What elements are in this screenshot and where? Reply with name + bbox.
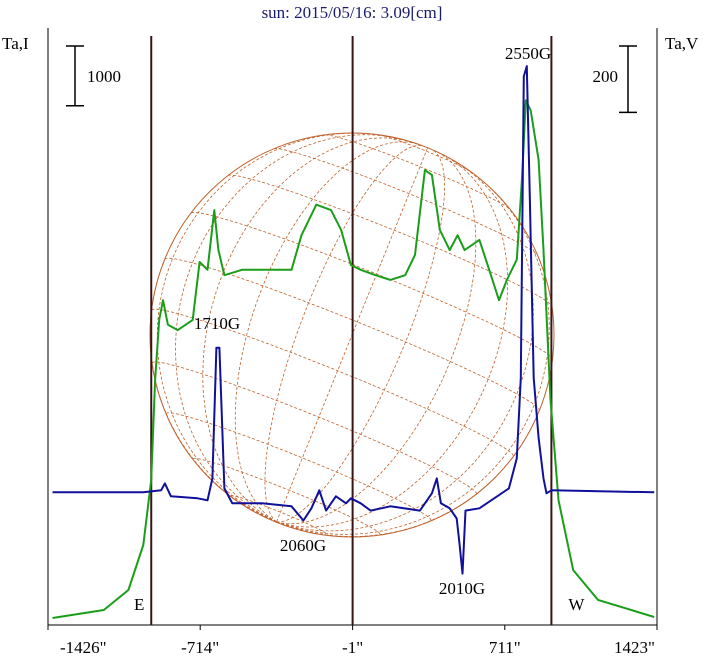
x-tick-label: -714" (181, 638, 219, 657)
x-tick-label: 711" (489, 638, 521, 657)
sun-latitude (190, 212, 553, 360)
sun-latitude (165, 412, 432, 521)
sun-longitude (276, 410, 540, 537)
sun-longitude (264, 144, 423, 523)
sun-longitude (276, 149, 446, 523)
y2-axis-label: Ta,V (665, 34, 699, 53)
sun-longitude (234, 141, 418, 523)
annotation: 2550G (505, 44, 551, 63)
limb-label: W (568, 595, 585, 614)
y-axis-label: Ta,I (2, 34, 29, 53)
sun-longitude (276, 151, 477, 525)
sun-latitude (379, 134, 472, 173)
series-line (52, 99, 655, 619)
sun-longitude (276, 159, 534, 532)
sun-longitude (156, 132, 369, 523)
sun-longitude (175, 134, 402, 523)
sun-longitude (276, 178, 550, 535)
scale-bar-label: 1000 (87, 67, 121, 86)
x-tick-label: -1" (342, 638, 363, 657)
limb-label: E (134, 595, 144, 614)
annotation: 1710G (194, 314, 240, 333)
sun-latitude (325, 134, 511, 210)
chart-title: sun: 2015/05/16: 3.09[cm] (262, 3, 443, 22)
x-tick-label: 1423" (614, 638, 655, 657)
sun-latitude (227, 174, 553, 307)
annotation: 2010G (439, 579, 485, 598)
sun-latitude (192, 458, 381, 535)
annotation: 2060G (280, 536, 326, 555)
scale-bar-label: 200 (593, 67, 619, 86)
series-line (52, 65, 655, 575)
x-tick-label: -1426" (60, 638, 107, 657)
